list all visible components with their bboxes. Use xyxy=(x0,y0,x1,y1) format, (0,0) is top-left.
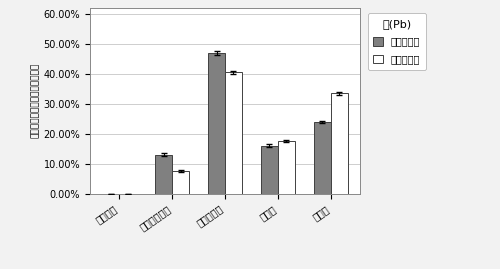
Bar xyxy=(208,53,225,194)
Bar xyxy=(155,155,172,194)
Legend: 样地熱之前, 样地熱之后: 样地熱之前, 样地熱之后 xyxy=(368,13,426,70)
Bar xyxy=(261,146,278,194)
Bar xyxy=(278,141,295,194)
Y-axis label: 每一级占五种形态总和的百分比: 每一级占五种形态总和的百分比 xyxy=(30,63,40,139)
Bar xyxy=(331,93,347,194)
Bar xyxy=(225,72,242,194)
Bar xyxy=(314,122,331,194)
Bar xyxy=(172,171,189,194)
